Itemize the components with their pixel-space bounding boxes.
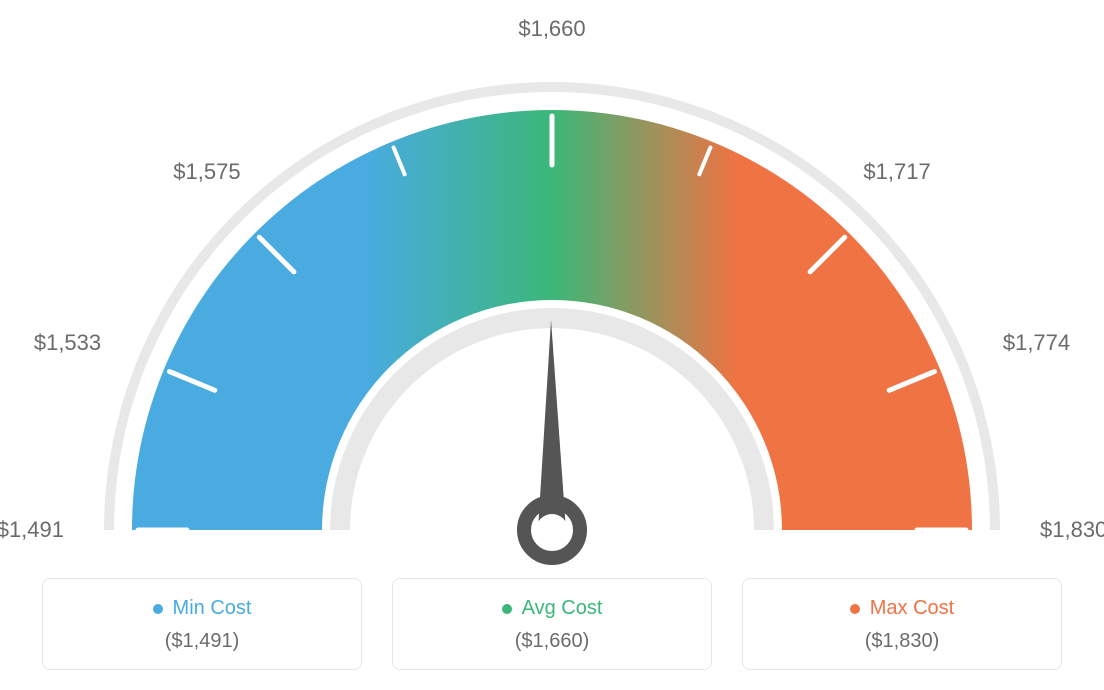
legend-title-avg: Avg Cost bbox=[502, 597, 603, 620]
dot-icon bbox=[850, 604, 860, 614]
gauge-tick-label: $1,774 bbox=[1003, 330, 1070, 356]
dot-icon bbox=[153, 604, 163, 614]
legend-card-max: Max Cost ($1,830) bbox=[742, 578, 1062, 670]
legend-title-max: Max Cost bbox=[850, 597, 954, 620]
gauge-tick-label: $1,830 bbox=[1040, 517, 1104, 543]
dot-icon bbox=[502, 604, 512, 614]
legend-label: Avg Cost bbox=[522, 597, 603, 620]
legend-label: Max Cost bbox=[870, 597, 954, 620]
legend-label: Min Cost bbox=[173, 597, 252, 620]
gauge-tick-label: $1,533 bbox=[34, 330, 101, 356]
legend-value-max: ($1,830) bbox=[753, 630, 1051, 653]
legend-row: Min Cost ($1,491) Avg Cost ($1,660) Max … bbox=[42, 578, 1062, 670]
legend-value-min: ($1,491) bbox=[53, 630, 351, 653]
gauge-tick-label: $1,575 bbox=[173, 159, 240, 185]
legend-card-min: Min Cost ($1,491) bbox=[42, 578, 362, 670]
legend-card-avg: Avg Cost ($1,660) bbox=[392, 578, 712, 670]
legend-value-avg: ($1,660) bbox=[403, 630, 701, 653]
gauge-tick-label: $1,717 bbox=[863, 159, 930, 185]
gauge-svg bbox=[52, 30, 1052, 590]
legend-title-min: Min Cost bbox=[153, 597, 252, 620]
cost-gauge: $1,491 $1,533 $1,575 $1,660 $1,717 $1,774 $1,8… bbox=[0, 0, 1104, 560]
gauge-tick-label: $1,660 bbox=[518, 16, 585, 42]
gauge-tick-label: $1,491 bbox=[0, 517, 64, 543]
